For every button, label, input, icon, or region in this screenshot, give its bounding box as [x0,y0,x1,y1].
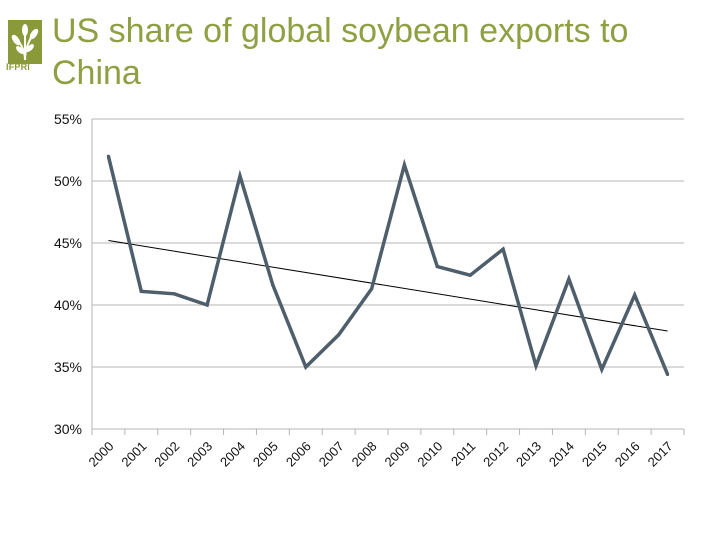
x-tick-label: 2003 [184,439,215,470]
x-tick-label: 2006 [283,439,314,470]
series-layer [106,154,670,377]
x-tick-label: 2002 [151,439,182,470]
series-line [106,155,670,376]
x-tick-label: 2017 [645,439,676,470]
data-point [534,364,538,368]
data-point [435,264,439,269]
x-tick-label: 2016 [612,439,643,470]
data-point [402,163,407,167]
x-axis-ticks: 2000 2001 2002 2003 2004 2005 2006 2007 2008 2009… [86,439,676,470]
data-point [600,367,604,372]
data-point [139,289,143,293]
ifpri-logo-icon [8,20,42,64]
x-tick-label: 2008 [349,439,380,470]
y-tick-label: 55% [54,111,82,127]
data-point [665,372,670,377]
grid-lines [91,118,685,435]
data-point [468,273,472,277]
logo-text: IFPRI [6,62,31,72]
x-tick-label: 2000 [86,439,117,470]
y-tick-label: 40% [54,297,82,313]
trendline [108,240,668,332]
trendline-layer [108,240,668,332]
x-tick-label: 2012 [480,439,511,470]
x-tick-label: 2010 [414,439,445,470]
data-point [304,365,308,369]
x-tick-label: 2009 [382,439,413,470]
chart-title: US share of global soybean exports to Ch… [52,12,629,92]
x-tick-label: 2014 [546,439,577,470]
x-tick-label: 2001 [118,439,149,470]
y-tick-label: 30% [54,421,82,437]
data-point [172,292,176,296]
data-point [633,293,637,297]
x-tick-label: 2004 [217,439,248,470]
x-tick-label: 2013 [513,439,544,470]
x-tick-label: 2015 [579,439,610,470]
data-point [369,287,374,291]
data-point [501,247,505,251]
x-tick-label: 2007 [316,439,347,470]
y-tick-label: 35% [54,359,82,375]
data-point [337,333,341,337]
x-tick-label: 2005 [250,439,281,470]
data-point [238,174,242,178]
y-axis-ticks: 30% 35% 40% 45% 50% 55% [54,111,82,437]
data-point [106,154,111,158]
y-tick-label: 50% [54,173,82,189]
data-point [271,283,275,287]
x-tick-label: 2011 [448,439,478,469]
data-point [205,303,209,307]
data-point [567,277,571,281]
y-tick-label: 45% [54,235,82,251]
